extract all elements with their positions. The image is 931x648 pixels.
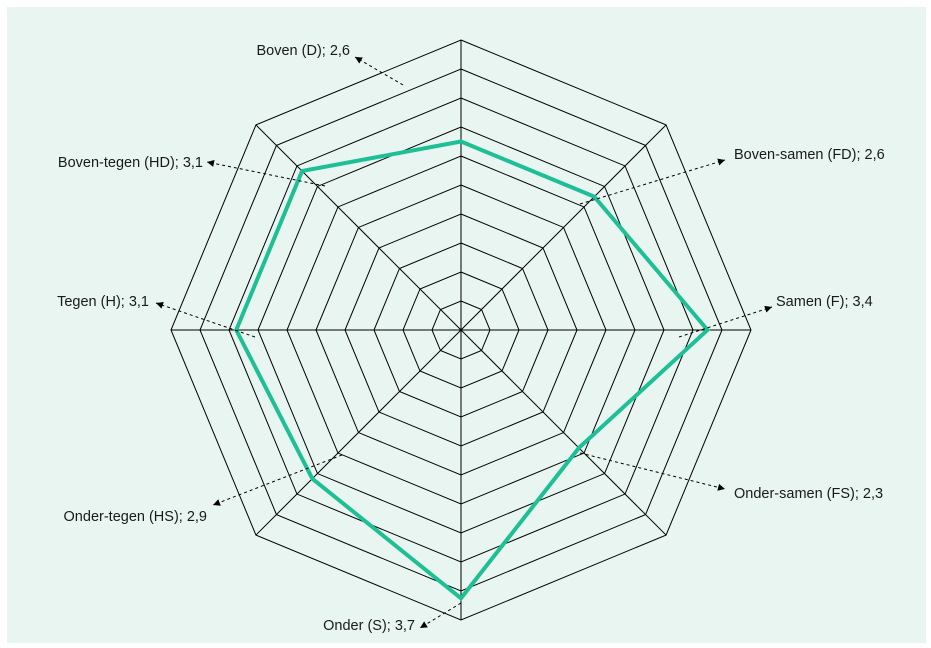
series-polygon <box>234 139 711 602</box>
label-pointer-line <box>579 159 726 205</box>
axis-spoke <box>460 329 667 536</box>
label-pointer-line <box>579 452 726 490</box>
arrowhead-icon <box>764 305 772 313</box>
label-pointer-line <box>212 454 343 506</box>
axis-labels: Boven (D); 2,6 Boven-samen (FD); 2,6 Sam… <box>57 43 885 634</box>
arrowhead-icon <box>717 483 725 491</box>
axis-spoke <box>255 329 462 536</box>
axis-label-boven-samen: Boven-samen (FD); 2,6 <box>734 147 885 163</box>
radar-grid <box>170 39 752 621</box>
axis-label-onder-samen: Onder-samen (FS); 2,3 <box>734 486 883 502</box>
arrowhead-icon <box>156 301 164 309</box>
axis-label-boven-tegen: Boven-tegen (HD); 3,1 <box>58 155 203 171</box>
axis-label-onder: Onder (S); 3,7 <box>323 618 415 634</box>
axis-spoke <box>255 124 462 331</box>
arrowhead-icon <box>355 57 363 64</box>
label-pointer-line <box>206 161 326 187</box>
chart-panel: Boven (D); 2,6 Boven-samen (FD); 2,6 Sam… <box>7 7 926 643</box>
radar-series <box>234 139 711 602</box>
arrowhead-icon <box>717 158 725 166</box>
axis-spoke <box>460 124 667 331</box>
label-pointer-line <box>678 306 773 338</box>
axis-label-onder-tegen: Onder-tegen (HS); 2,9 <box>64 509 207 525</box>
arrowhead-icon <box>420 621 428 628</box>
axis-label-tegen: Tegen (H); 3,1 <box>57 294 149 310</box>
radar-chart: Boven (D); 2,6 Boven-samen (FD); 2,6 Sam… <box>57 39 885 634</box>
label-pointer-line <box>419 602 462 629</box>
axis-label-samen: Samen (F); 3,4 <box>776 294 873 310</box>
arrowhead-icon <box>213 499 221 506</box>
arrowhead-icon <box>207 159 215 167</box>
axis-label-boven: Boven (D); 2,6 <box>257 43 351 59</box>
